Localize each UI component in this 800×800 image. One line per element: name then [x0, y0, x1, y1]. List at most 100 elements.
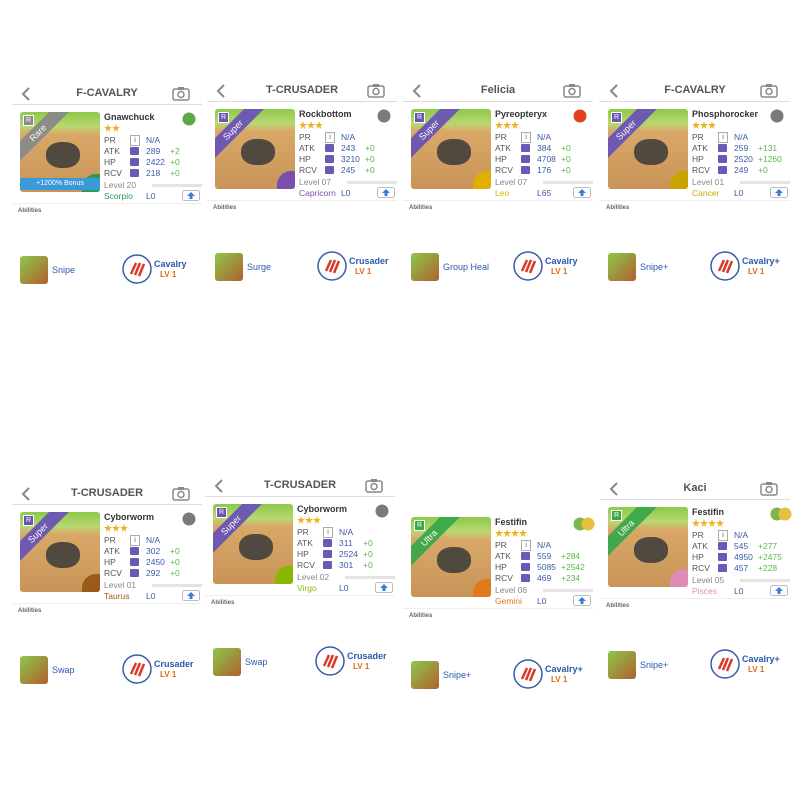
rarity-badge: R	[611, 112, 622, 123]
header-divider	[205, 496, 395, 497]
class-icon[interactable]	[710, 251, 740, 281]
ability-icon[interactable]	[608, 253, 636, 281]
leader-level: L0	[341, 188, 351, 198]
stat-icon	[325, 166, 334, 174]
back-button[interactable]	[20, 486, 32, 502]
class-icon[interactable]	[122, 254, 152, 284]
level: Level 01	[692, 177, 725, 187]
class-icon[interactable]	[513, 659, 543, 689]
info-icon[interactable]: i	[325, 132, 335, 143]
info-icon[interactable]: i	[521, 132, 531, 143]
stat-icon	[521, 552, 530, 560]
ability-icon[interactable]	[608, 651, 636, 679]
stat-bonus: +234	[561, 573, 581, 583]
class-level: LV 1	[748, 267, 765, 276]
camera-button[interactable]	[172, 486, 190, 501]
stat-bonus: +0	[363, 549, 373, 559]
card-title: Felicia	[480, 84, 516, 96]
stat-bonus: +1260	[758, 154, 782, 164]
card-title: T-CRUSADER	[265, 84, 339, 96]
ability-icon[interactable]	[411, 253, 439, 281]
back-button[interactable]	[215, 83, 227, 99]
ability-name[interactable]: Snipe+	[640, 262, 669, 272]
ability-name[interactable]: Surge	[247, 262, 272, 272]
class-icon[interactable]	[710, 649, 740, 679]
stat-icon	[323, 561, 332, 569]
stat-value: N/A	[537, 132, 552, 142]
stat-icon	[325, 144, 334, 152]
info-icon[interactable]: i	[323, 527, 333, 538]
ability-icon[interactable]	[411, 661, 439, 689]
star	[305, 516, 313, 524]
stat-label: ATK	[495, 551, 511, 561]
class-icon[interactable]	[122, 654, 152, 684]
stat-icon	[323, 539, 332, 547]
info-icon[interactable]: i	[130, 535, 140, 546]
ability-name[interactable]: Snipe	[52, 265, 76, 275]
ability-icon[interactable]	[20, 256, 48, 284]
stat-label: ATK	[495, 143, 511, 153]
star	[511, 121, 519, 129]
stat-icon	[521, 563, 530, 571]
upgrade-button[interactable]	[573, 595, 591, 606]
camera-button[interactable]	[365, 478, 383, 493]
stat-label: RCV	[297, 560, 315, 570]
back-button[interactable]	[608, 481, 620, 497]
upgrade-button[interactable]	[770, 585, 788, 596]
zodiac: Taurus	[104, 591, 130, 601]
element-icon	[375, 504, 389, 518]
stat-icon	[718, 144, 727, 152]
upgrade-button[interactable]	[375, 582, 393, 593]
star	[112, 524, 120, 532]
camera-button[interactable]	[563, 83, 581, 98]
stat-value: 2450	[146, 557, 165, 567]
info-icon[interactable]: i	[718, 530, 728, 541]
info-icon[interactable]: i	[130, 135, 140, 146]
upgrade-button[interactable]	[182, 190, 200, 201]
back-button[interactable]	[608, 83, 620, 99]
class-level: LV 1	[160, 670, 177, 679]
camera-button[interactable]	[760, 481, 778, 496]
back-button[interactable]	[20, 86, 32, 102]
stat-value: 457	[734, 563, 749, 573]
abilities-label: Abilities	[213, 205, 237, 211]
class-name: Crusader	[154, 659, 194, 669]
ability-name[interactable]: Group Heal	[443, 262, 490, 272]
camera-button[interactable]	[172, 86, 190, 101]
ability-name[interactable]: Swap	[52, 665, 75, 675]
zodiac: Scorpio	[104, 191, 133, 201]
stat-value: 4950	[734, 552, 753, 562]
class-icon[interactable]	[513, 251, 543, 281]
info-icon[interactable]: i	[521, 540, 531, 551]
ability-icon[interactable]	[213, 648, 241, 676]
leader-level: L0	[146, 591, 156, 601]
camera-button[interactable]	[760, 83, 778, 98]
ability-name[interactable]: Snipe+	[640, 660, 669, 670]
stat-bonus: +0	[561, 165, 571, 175]
monster-sprite	[239, 534, 273, 560]
back-button[interactable]	[411, 83, 423, 99]
stat-bonus: +0	[170, 557, 180, 567]
upgrade-button[interactable]	[573, 187, 591, 198]
class-icon[interactable]	[317, 251, 347, 281]
star	[112, 124, 120, 132]
back-button[interactable]	[213, 478, 225, 494]
ability-name[interactable]: Swap	[245, 657, 268, 667]
element-icon	[778, 507, 792, 521]
stat-value: 292	[146, 568, 161, 578]
stat-label: ATK	[104, 146, 120, 156]
upgrade-button[interactable]	[377, 187, 395, 198]
ability-name[interactable]: Snipe+	[443, 670, 472, 680]
abilities-label: Abilities	[606, 603, 630, 609]
upgrade-button[interactable]	[770, 187, 788, 198]
class-icon[interactable]	[315, 646, 345, 676]
stat-icon	[521, 166, 530, 174]
monster-sprite	[46, 542, 80, 568]
level: Level 20	[104, 180, 137, 190]
upgrade-button[interactable]	[182, 590, 200, 601]
monster-image: Super R	[215, 109, 295, 189]
ability-icon[interactable]	[215, 253, 243, 281]
camera-button[interactable]	[367, 83, 385, 98]
ability-icon[interactable]	[20, 656, 48, 684]
info-icon[interactable]: i	[718, 132, 728, 143]
